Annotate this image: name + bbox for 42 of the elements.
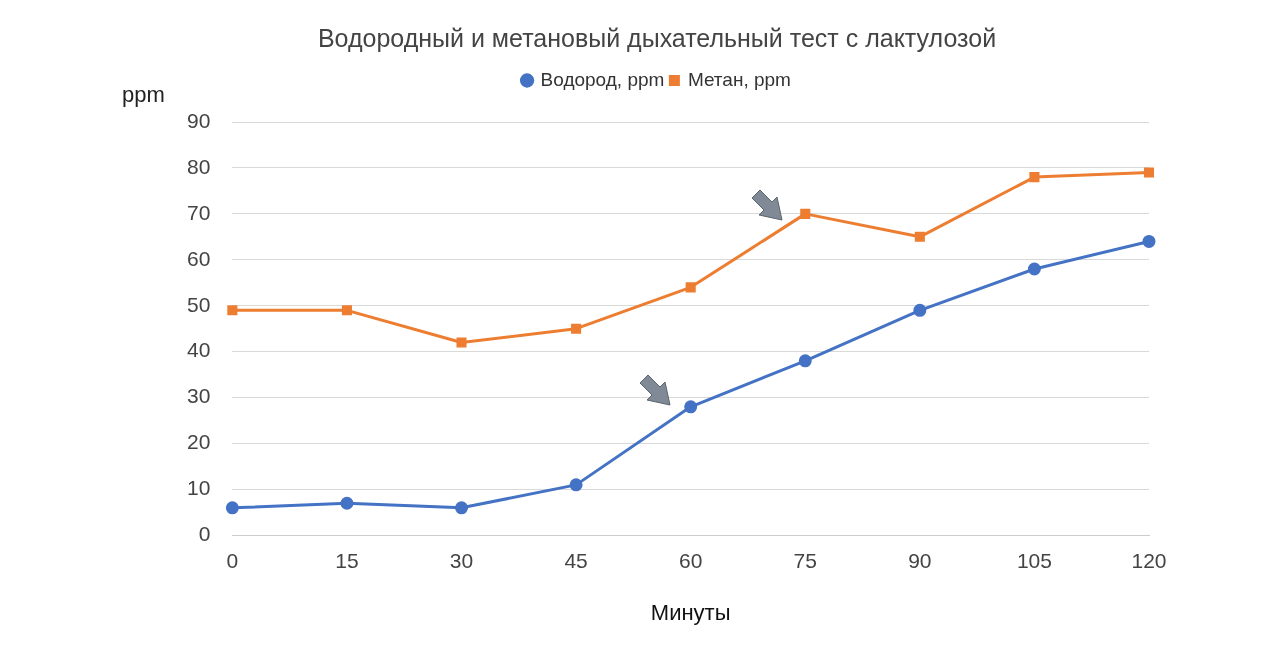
y-tick-label: 70 [187, 200, 211, 224]
point [684, 400, 698, 414]
point [914, 231, 925, 242]
point [913, 303, 927, 317]
x-tick-label: 75 [793, 548, 817, 572]
point [341, 305, 352, 316]
x-tick-label: 15 [335, 548, 359, 572]
x-tick-label: 90 [908, 548, 932, 572]
y-tick-label: 40 [187, 338, 211, 362]
y-tick-label: 30 [187, 384, 211, 408]
point [225, 501, 239, 515]
chart-title: Водородный и метановый дыхательный тест с лактулозой [317, 23, 997, 52]
y-tick-label: 90 [187, 108, 211, 132]
x-tick-label: 0 [226, 548, 239, 572]
x-tick-label: 45 [564, 548, 588, 572]
y-tick-label: 80 [187, 154, 211, 178]
point [1029, 172, 1040, 183]
x-tick-label: 105 [1016, 548, 1052, 572]
point [227, 305, 238, 316]
y-tick-label: 20 [187, 430, 211, 454]
x-tick-label: 30 [449, 548, 474, 572]
point [685, 282, 696, 293]
point [340, 496, 354, 510]
y-tick-label: 50 [187, 292, 211, 316]
point [798, 354, 812, 368]
y-tick-label: 0 [198, 522, 211, 546]
x-axis-title: Минуты [650, 599, 731, 625]
legend-label: Водород, ppm [540, 68, 665, 90]
point [800, 208, 811, 219]
point [456, 337, 467, 348]
point [1027, 262, 1041, 276]
x-tick-label: 60 [679, 548, 703, 572]
point [1143, 167, 1155, 178]
point [571, 323, 582, 334]
point [569, 478, 583, 492]
y-tick-label: 60 [187, 246, 211, 270]
legend-label: Метан, ppm [687, 68, 791, 90]
y-axis-title: ppm [122, 82, 165, 108]
point [1142, 234, 1156, 248]
y-tick-label: 10 [187, 476, 211, 500]
x-tick-label: 120 [1131, 548, 1167, 572]
point [455, 501, 469, 515]
